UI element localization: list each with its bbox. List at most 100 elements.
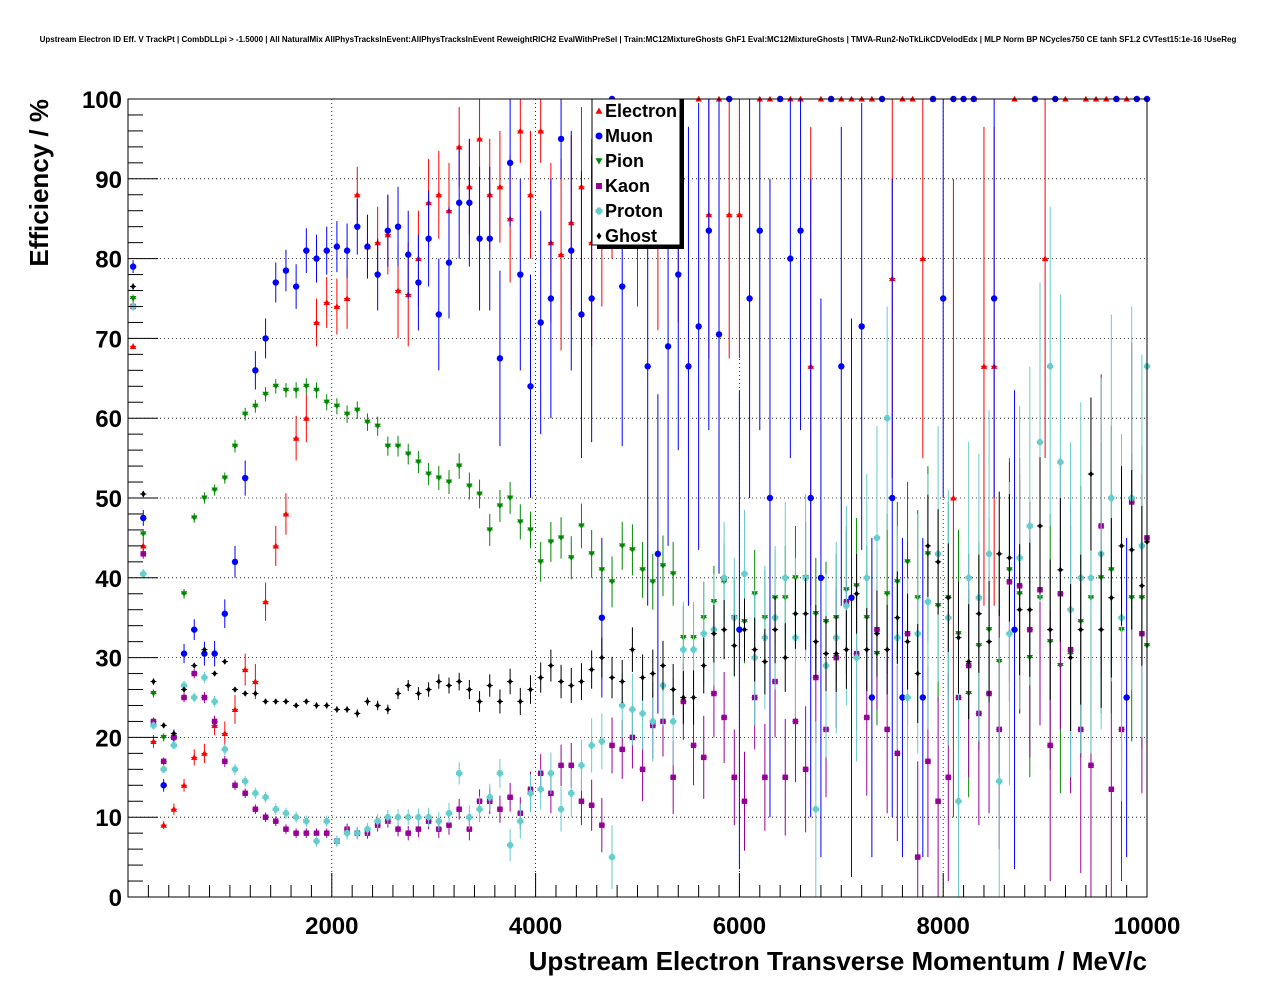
data-point [252,367,259,374]
data-point [690,646,697,653]
data-point [476,491,483,498]
data-point [333,303,341,310]
y-tick-label: 60 [95,406,122,433]
data-point [405,451,412,458]
data-point [282,810,290,817]
data-point [557,806,565,813]
data-point [394,443,402,450]
data-point [1088,470,1094,478]
data-point [313,837,320,845]
data-point [537,559,544,566]
data-point [344,706,350,713]
data-point [884,646,890,653]
data-point [924,598,932,605]
y-tick-label: 90 [95,167,122,194]
data-point [395,690,401,697]
data-point [1087,574,1095,581]
data-point [129,263,137,270]
legend-label-ghost: Ghost [605,226,657,246]
data-point [445,259,453,266]
data-point [996,778,1003,785]
data-point [466,199,473,206]
data-point [874,630,880,637]
data-point [211,650,218,657]
data-point [844,646,849,653]
legend-label-proton: Proton [605,201,663,221]
data-point [669,718,677,725]
data-point [191,626,198,633]
data-point [292,387,300,394]
data-point [793,610,798,617]
data-point [1123,694,1130,701]
data-point [324,702,329,709]
legend-marker-electron [595,107,603,114]
data-point [222,758,228,765]
data-point [732,642,737,649]
data-point [762,774,768,781]
legend-label-muon: Muon [605,126,653,146]
data-point [323,247,330,254]
data-point [282,387,290,394]
data-point [496,770,504,777]
data-point [242,690,248,697]
data-point [746,295,753,302]
data-point [221,746,229,753]
data-point [303,247,310,254]
data-point [950,494,957,501]
data-point [201,650,208,657]
data-point [140,570,147,578]
data-point [925,542,931,550]
data-point [608,579,616,585]
data-point [823,650,829,657]
data-point [1026,522,1034,530]
data-point [405,682,411,689]
data-point [1058,566,1063,574]
data-point [323,299,330,306]
data-point [945,774,952,781]
data-point [262,814,269,820]
data-point [956,634,961,641]
data-point [517,519,524,526]
data-point [272,279,279,286]
data-point [766,494,774,502]
data-point [527,527,534,534]
data-point [721,626,727,633]
data-point [171,730,177,737]
data-point [507,794,513,800]
data-point [965,574,972,581]
data-point [282,510,290,517]
data-point [1108,786,1115,792]
data-point [649,579,656,585]
data-point [262,335,269,342]
data-point [787,255,794,262]
data-point [477,698,482,705]
data-point [598,614,606,621]
data-point [935,798,941,804]
data-point [557,135,565,143]
data-point [1027,606,1033,613]
data-point [303,415,310,421]
data-point [283,826,289,832]
data-point [639,766,646,773]
data-point [1047,626,1053,633]
x-tick-label: 6000 [713,913,766,940]
data-point [858,323,865,330]
data-point [547,770,555,777]
data-point [354,829,361,837]
data-point [273,818,279,824]
data-point [364,419,371,426]
data-point [446,682,452,689]
data-point [1041,255,1049,262]
data-point [568,762,574,769]
data-point [518,698,523,705]
data-point [797,227,804,234]
data-point [211,718,218,725]
data-point [649,718,656,725]
data-point [415,814,422,821]
data-point [231,558,239,566]
data-point [838,363,845,370]
data-point [161,722,166,729]
data-point [455,770,463,777]
data-point [690,742,697,749]
data-point [639,710,646,717]
